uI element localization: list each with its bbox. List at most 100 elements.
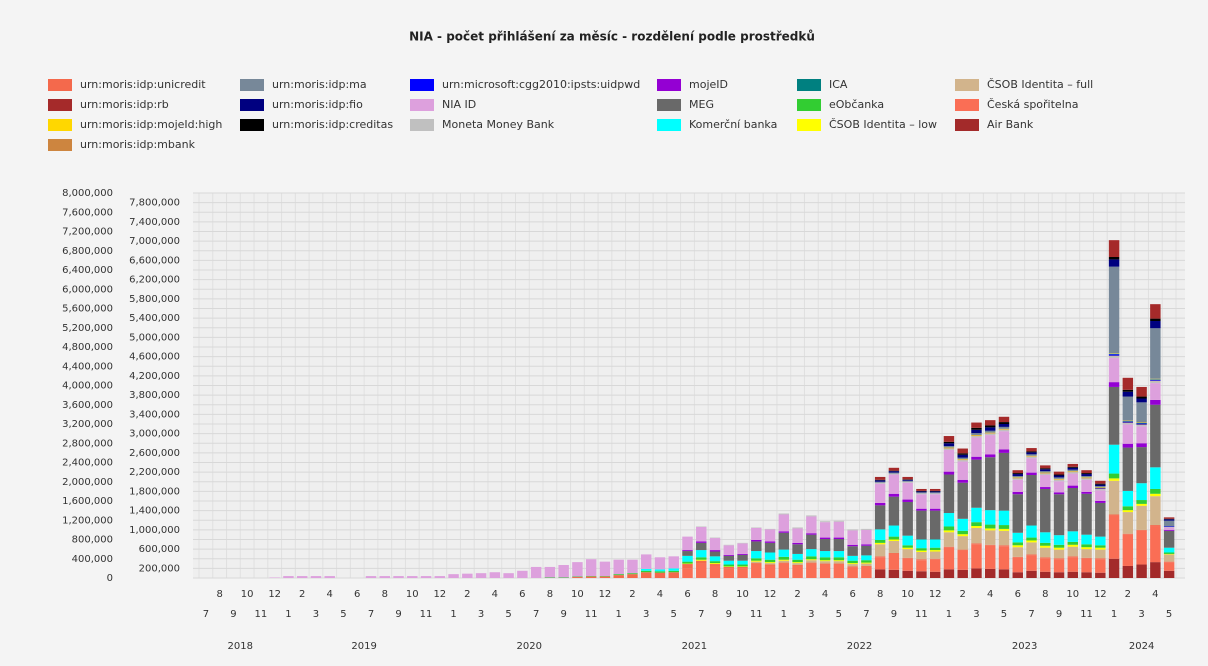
y-tick-label: 2,400,000 <box>62 458 113 469</box>
bar-segment <box>1150 562 1161 578</box>
bar-segment <box>902 476 913 480</box>
bar-segment <box>1122 389 1134 392</box>
legend-swatch <box>955 99 979 111</box>
bar-segment <box>985 528 996 531</box>
bar-segment <box>985 420 996 426</box>
bar-segment <box>998 525 1010 529</box>
bar-segment <box>668 556 679 569</box>
bar-segment <box>1122 423 1134 425</box>
bar-segment <box>764 541 776 543</box>
bar-segment <box>861 560 872 563</box>
bar-segment <box>723 564 735 567</box>
bar-segment <box>792 544 803 554</box>
legend-label: Air Bank <box>987 118 1034 131</box>
bar-segment <box>1150 525 1161 527</box>
bar-segment <box>847 546 858 556</box>
bar-segment <box>1122 396 1134 421</box>
bar-segment <box>971 543 982 545</box>
bar-segment <box>819 551 831 558</box>
x-tick-label: 6 <box>1015 589 1021 600</box>
bar-segment <box>310 576 322 578</box>
bar-segment <box>296 576 308 578</box>
bar-segment <box>985 435 996 455</box>
x-tick-label: 7 <box>533 609 539 620</box>
bar-segment <box>778 559 790 561</box>
bar-segment <box>709 551 721 557</box>
bar-segment <box>737 568 748 578</box>
bar-segment <box>1122 447 1134 491</box>
bar-segment <box>1122 534 1134 566</box>
bar-segment <box>1040 487 1051 489</box>
bar-segment <box>792 563 803 566</box>
bar-segment <box>778 513 790 515</box>
bar-segment <box>654 572 666 578</box>
legend-label: ICA <box>829 78 848 91</box>
bar-segment <box>902 557 913 559</box>
bar-segment <box>847 530 858 545</box>
x-tick-label: 11 <box>585 609 598 620</box>
bar-segment <box>806 516 817 534</box>
bar-segment <box>1040 465 1051 469</box>
bar-segment <box>1053 544 1065 548</box>
bar-segment <box>1095 488 1106 491</box>
y-tick-label: 6,800,000 <box>62 246 113 257</box>
bar-segment <box>764 562 776 564</box>
bar-segment <box>971 456 982 460</box>
bar-segment <box>654 571 666 573</box>
bar-segment <box>861 544 872 546</box>
bar-segment <box>861 562 872 564</box>
bar-segment <box>1053 572 1065 578</box>
bar-segment <box>847 529 858 531</box>
bar-segment <box>1095 558 1106 560</box>
bar-segment <box>985 530 996 545</box>
bar-segment <box>682 536 693 551</box>
bar-segment <box>709 556 721 562</box>
bar-segment <box>971 527 982 544</box>
bar-segment <box>929 551 941 559</box>
x-tick-label: 5 <box>671 609 677 620</box>
x-tick-label: 4 <box>1152 589 1158 600</box>
bar-segment <box>1067 472 1079 474</box>
bar-segment <box>1095 501 1106 503</box>
bar-segment <box>1053 559 1065 573</box>
bar-segment <box>902 480 913 482</box>
legend-swatch <box>797 119 821 131</box>
bar-segment <box>792 528 803 543</box>
bar-segment <box>1136 529 1147 531</box>
bar-segment <box>696 559 707 561</box>
bar-segment <box>737 560 748 565</box>
bar-segment <box>888 540 900 553</box>
y-tick-label: 3,400,000 <box>129 409 180 420</box>
bar-segment <box>1136 503 1147 506</box>
x-tick-label: 6 <box>684 589 690 600</box>
bar-segment <box>1012 491 1023 495</box>
bar-segment <box>1136 564 1147 578</box>
x-tick-label: 11 <box>420 609 433 620</box>
y-tick-label: 8,000,000 <box>62 188 113 199</box>
x-tick-label: 8 <box>1042 589 1048 600</box>
x-tick-label: 1 <box>616 609 622 620</box>
bar-segment <box>1095 480 1106 484</box>
bar-segment <box>1040 469 1051 472</box>
year-label: 2023 <box>1012 641 1037 652</box>
bar-segment <box>929 558 941 560</box>
bar-segment <box>1026 525 1037 538</box>
bar-segment <box>599 576 611 578</box>
bar-segment <box>682 561 693 564</box>
bar-segment <box>682 568 693 578</box>
bar-segment <box>861 566 872 578</box>
bar-segment <box>971 422 982 428</box>
bar-segment <box>1067 466 1079 468</box>
x-tick-label: 2 <box>464 589 470 600</box>
bar-segment <box>971 429 982 434</box>
bar-segment <box>778 563 790 578</box>
bar-segment <box>888 525 900 537</box>
bar-segment <box>998 528 1010 531</box>
bar-segment <box>971 507 982 523</box>
bar-segment <box>778 560 790 563</box>
legend-label: eObčanka <box>829 98 884 111</box>
bar-segment <box>737 543 748 554</box>
bar-segment <box>985 457 996 511</box>
bar-segment <box>847 564 858 567</box>
bar-segment <box>985 510 996 525</box>
